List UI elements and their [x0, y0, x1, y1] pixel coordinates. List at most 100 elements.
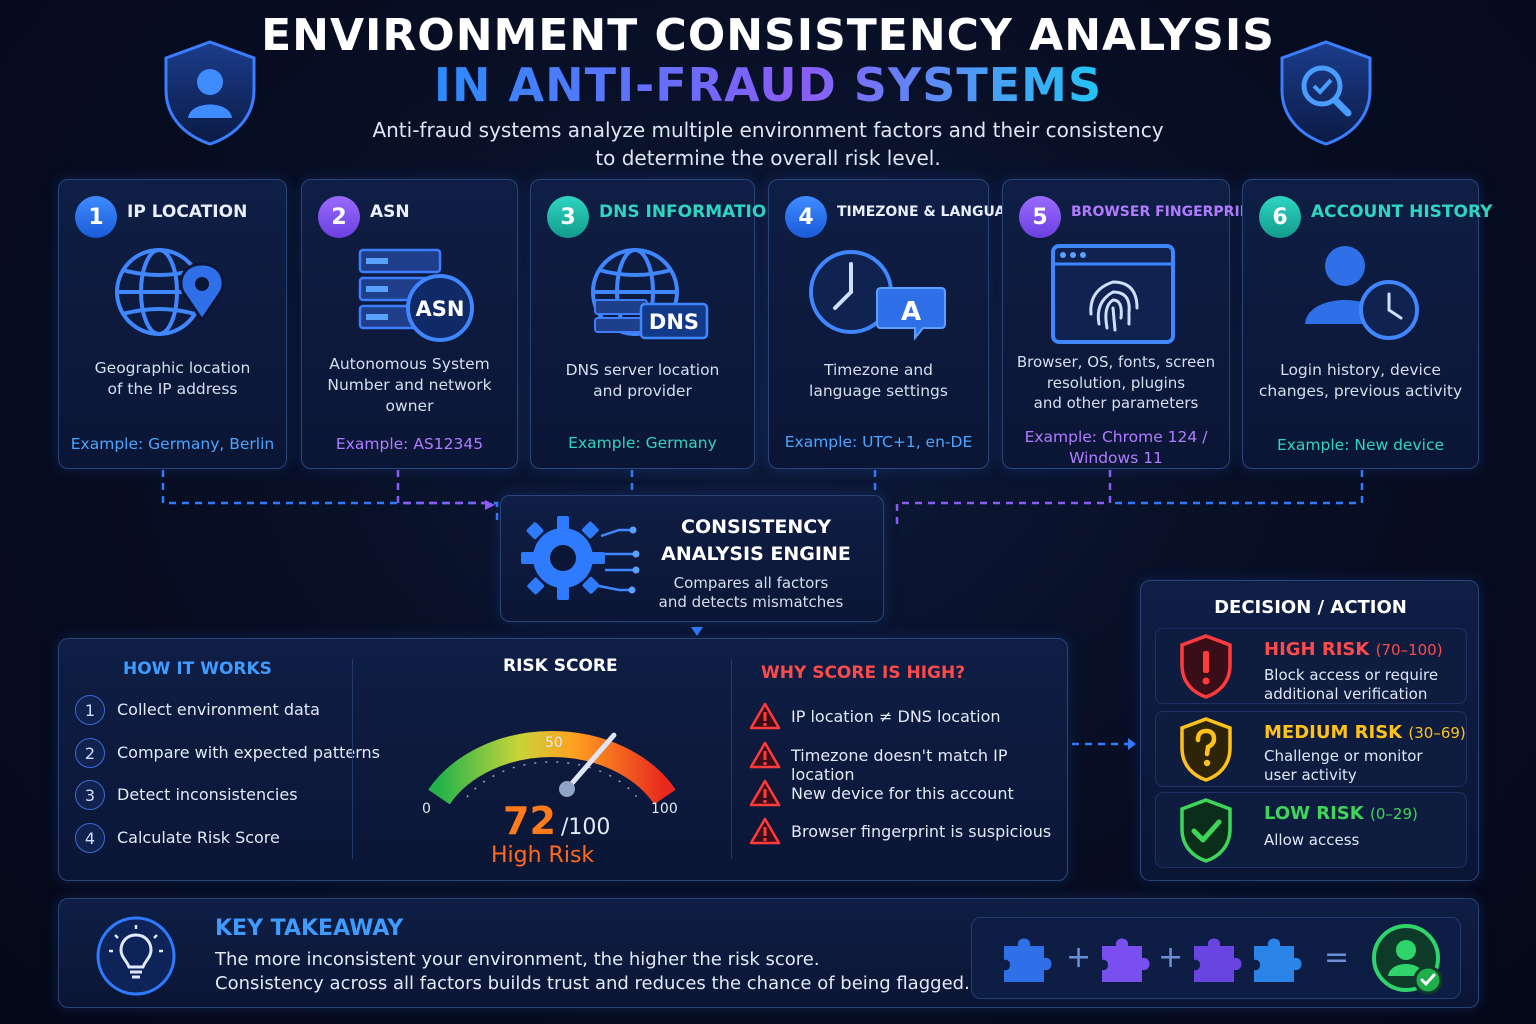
factor-description: DNS server location and provider	[565, 361, 720, 400]
factor-title: DNS INFORMATION	[599, 202, 781, 222]
svg-text:ASN: ASN	[416, 297, 465, 321]
risk-level-label: High Risk	[491, 843, 595, 868]
svg-text:A: A	[901, 297, 921, 327]
factor-card-dns: 3 DNS INFORMATION DNS DNS server locatio…	[530, 179, 781, 469]
plus-sign: +	[1066, 940, 1092, 975]
warning-triangle-icon	[749, 817, 781, 845]
risk-score-number: 72	[503, 799, 556, 843]
puzzle-piece-icon	[1004, 938, 1052, 982]
factor-title: BROWSER FINGERPRINT	[1071, 204, 1261, 220]
factor-number-badge: 2	[318, 196, 360, 238]
reason-label: Browser fingerprint is suspicious	[791, 822, 1052, 841]
divider	[731, 659, 732, 859]
shield-search-icon	[1280, 40, 1372, 146]
warning-triangle-icon	[749, 741, 781, 769]
factor-card-timezone-language: 4 TIMEZONE & LANGUAGE A Timezone and lang…	[768, 179, 1027, 469]
decision-high-risk: HIGH RISK (70–100) Block access or requi…	[1155, 628, 1467, 704]
step-number: 2	[75, 738, 105, 768]
page-title: ENVIRONMENT CONSISTENCY ANALYSIS	[261, 10, 1275, 61]
decision-description: Challenge or monitor user activity	[1264, 747, 1423, 784]
factor-description: Geographic location of the IP address	[94, 359, 251, 398]
factor-number-badge: 4	[785, 196, 827, 238]
reason-label: Timezone doesn't match IP location	[791, 746, 1008, 784]
factor-example: Example: AS12345	[335, 435, 484, 453]
factor-description: Autonomous System Number and network owner	[327, 355, 492, 415]
step-number: 1	[75, 695, 105, 725]
risk-score-value: 72 /100	[503, 799, 610, 843]
reason-label: IP location ≠ DNS location	[791, 707, 1001, 726]
gauge-needle	[564, 732, 617, 792]
factor-description: Browser, OS, fonts, screen resolution, pl…	[1016, 353, 1216, 412]
decision-level: LOW RISK (0–29)	[1264, 803, 1418, 824]
key-takeaway-panel: KEY TAKEAWAY The more inconsistent your …	[58, 898, 1479, 1008]
server-asn-icon: ASN	[358, 248, 474, 342]
shield-user-icon	[164, 40, 256, 146]
trusted-user-icon	[1372, 924, 1443, 995]
puzzle-piece-icon	[1194, 938, 1242, 982]
shield-check-icon	[1180, 798, 1232, 863]
engine-title: CONSISTENCY ANALYSIS ENGINE	[661, 516, 851, 565]
risk-score-max: /100	[560, 815, 611, 840]
factor-number-badge: 6	[1259, 196, 1301, 238]
factor-number-badge: 1	[75, 196, 117, 238]
step-label: Detect inconsistencies	[117, 785, 298, 804]
factor-description: Timezone and language settings	[809, 361, 948, 400]
equals-sign: =	[1324, 940, 1350, 975]
clock-language-icon: A	[809, 250, 946, 341]
puzzle-piece-icon	[1254, 938, 1302, 982]
factor-example: Example: UTC+1, en-DE	[784, 433, 973, 451]
decision-description: Block access or require additional verifi…	[1264, 666, 1439, 703]
globe-dns-icon: DNS	[591, 248, 709, 340]
analysis-panel: HOW IT WORKS 1 Collect environment data …	[58, 638, 1068, 881]
factor-card-ip-location: 1 IP LOCATION Geographic location of the …	[58, 179, 287, 469]
factor-number-badge: 3	[547, 196, 589, 238]
factor-title: TIMEZONE & LANGUAGE	[837, 204, 1027, 220]
factor-title: ASN	[370, 202, 410, 222]
browser-fingerprint-icon	[1051, 244, 1175, 344]
puzzle-equation: + + =	[971, 917, 1461, 999]
factor-card-account-history: 6 ACCOUNT HISTORY Login history, device c…	[1242, 179, 1493, 469]
factor-title: ACCOUNT HISTORY	[1311, 202, 1493, 222]
user-clock-icon	[1305, 246, 1419, 340]
how-it-works-title: HOW IT WORKS	[123, 659, 272, 679]
takeaway-text: The more inconsistent your environment, …	[215, 949, 970, 994]
engine-description: Compares all factors and detects mismatch…	[658, 574, 844, 611]
factor-example: Example: New device	[1276, 436, 1445, 454]
factor-example: Example: Germany, Berlin	[70, 435, 275, 453]
reason-label: New device for this account	[791, 784, 1014, 803]
warning-triangle-icon	[749, 779, 781, 807]
gauge-tick-min: 0	[422, 801, 431, 817]
step-number: 3	[75, 780, 105, 810]
step-number: 4	[75, 823, 105, 853]
puzzle-piece-icon	[1102, 938, 1150, 982]
step-label: Collect environment data	[117, 700, 320, 719]
factor-example: Example: Germany	[568, 434, 717, 452]
risk-gauge: 0 50 100	[422, 730, 678, 817]
factor-number-badge: 5	[1019, 196, 1061, 238]
gauge-tick-mid: 50	[545, 735, 563, 751]
page-subtitle: Anti-fraud systems analyze multiple envi…	[372, 118, 1164, 170]
gauge-tick-max: 100	[651, 801, 678, 817]
svg-text:DNS: DNS	[649, 310, 699, 334]
plus-sign: +	[1158, 940, 1184, 975]
risk-score-title: RISK SCORE	[503, 656, 618, 676]
gear-circuit-icon	[521, 516, 640, 600]
factor-description: Login history, device changes, previous a…	[1258, 361, 1463, 400]
shield-question-icon	[1180, 717, 1232, 782]
consistency-engine-panel: CONSISTENCY ANALYSIS ENGINE Compares all …	[500, 495, 884, 622]
decision-level: MEDIUM RISK (30–69)	[1264, 722, 1466, 743]
warning-triangle-icon	[749, 702, 781, 730]
shield-exclamation-icon	[1180, 634, 1232, 699]
why-score-high-title: WHY SCORE IS HIGH?	[761, 663, 966, 683]
decision-medium-risk: MEDIUM RISK (30–69) Challenge or monitor…	[1155, 711, 1467, 787]
decision-low-risk: LOW RISK (0–29) Allow access	[1155, 792, 1467, 868]
decision-panel: DECISION / ACTION HIGH RISK (70–100) Blo…	[1140, 580, 1479, 881]
globe-pin-icon	[115, 248, 225, 336]
step-label: Calculate Risk Score	[117, 828, 280, 847]
factor-card-browser-fingerprint: 5 BROWSER FINGERPRINT Browser, OS, fonts…	[1002, 179, 1261, 469]
decision-description: Allow access	[1264, 831, 1360, 849]
lightbulb-icon	[96, 916, 176, 996]
decision-level: HIGH RISK (70–100)	[1264, 639, 1443, 660]
factor-example: Example: Chrome 124 /Windows 11	[1024, 428, 1208, 467]
